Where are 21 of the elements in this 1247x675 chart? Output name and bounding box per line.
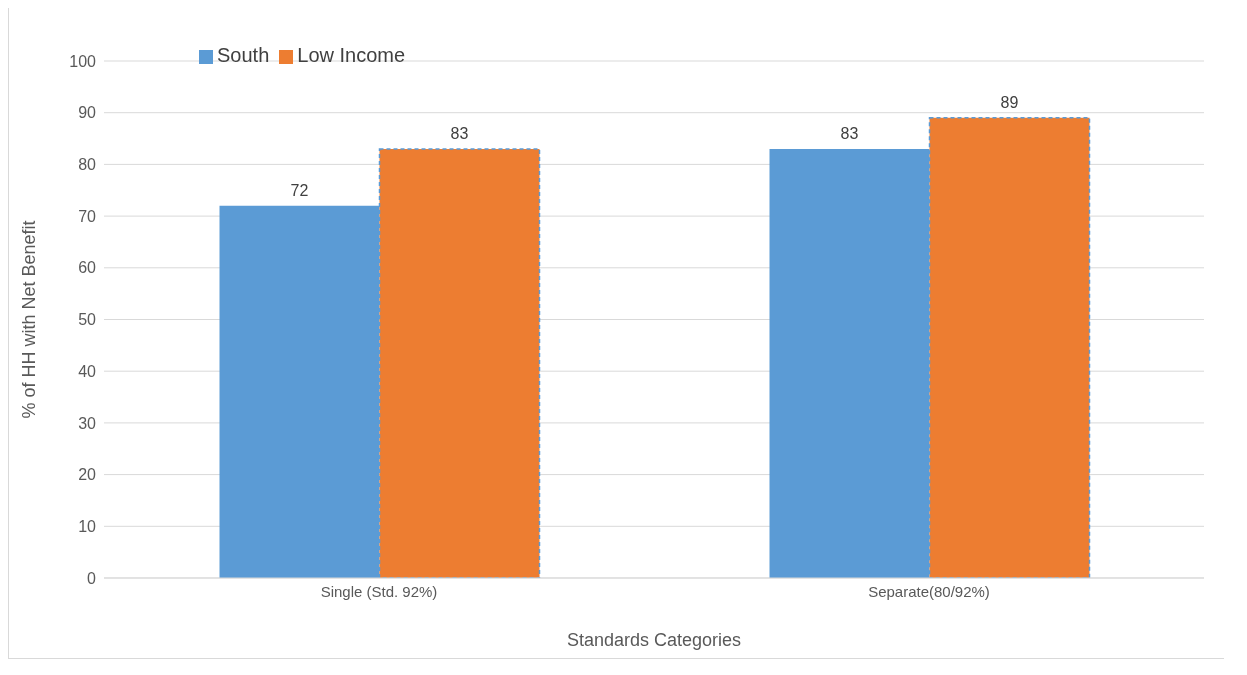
legend-label: South <box>217 44 270 66</box>
y-tick-label: 50 <box>78 311 97 329</box>
y-tick-label: 0 <box>87 569 97 587</box>
x-tick-label: Single (Std. 92%) <box>320 582 438 600</box>
data-label: 83 <box>450 124 469 142</box>
y-axis-title: % of HH with Net Benefit <box>19 220 40 419</box>
y-tick-label: 40 <box>78 362 97 380</box>
legend-label: Low Income <box>297 44 406 66</box>
y-tick-label: 70 <box>78 207 97 225</box>
y-tick-label: 20 <box>78 466 97 484</box>
data-label: 72 <box>290 181 309 199</box>
x-axis-title: Standards Categories <box>566 630 742 650</box>
y-tick-label: 60 <box>78 259 97 277</box>
y-tick-label: 100 <box>69 52 97 70</box>
data-label: 89 <box>1000 93 1019 111</box>
y-tick-label: 30 <box>78 414 97 432</box>
x-tick-label: Separate(80/92%) <box>868 582 990 600</box>
y-tick-label: 90 <box>78 104 97 122</box>
data-label: 83 <box>840 124 859 142</box>
y-tick-label: 80 <box>78 156 97 174</box>
y-tick-label: 10 <box>78 517 97 535</box>
